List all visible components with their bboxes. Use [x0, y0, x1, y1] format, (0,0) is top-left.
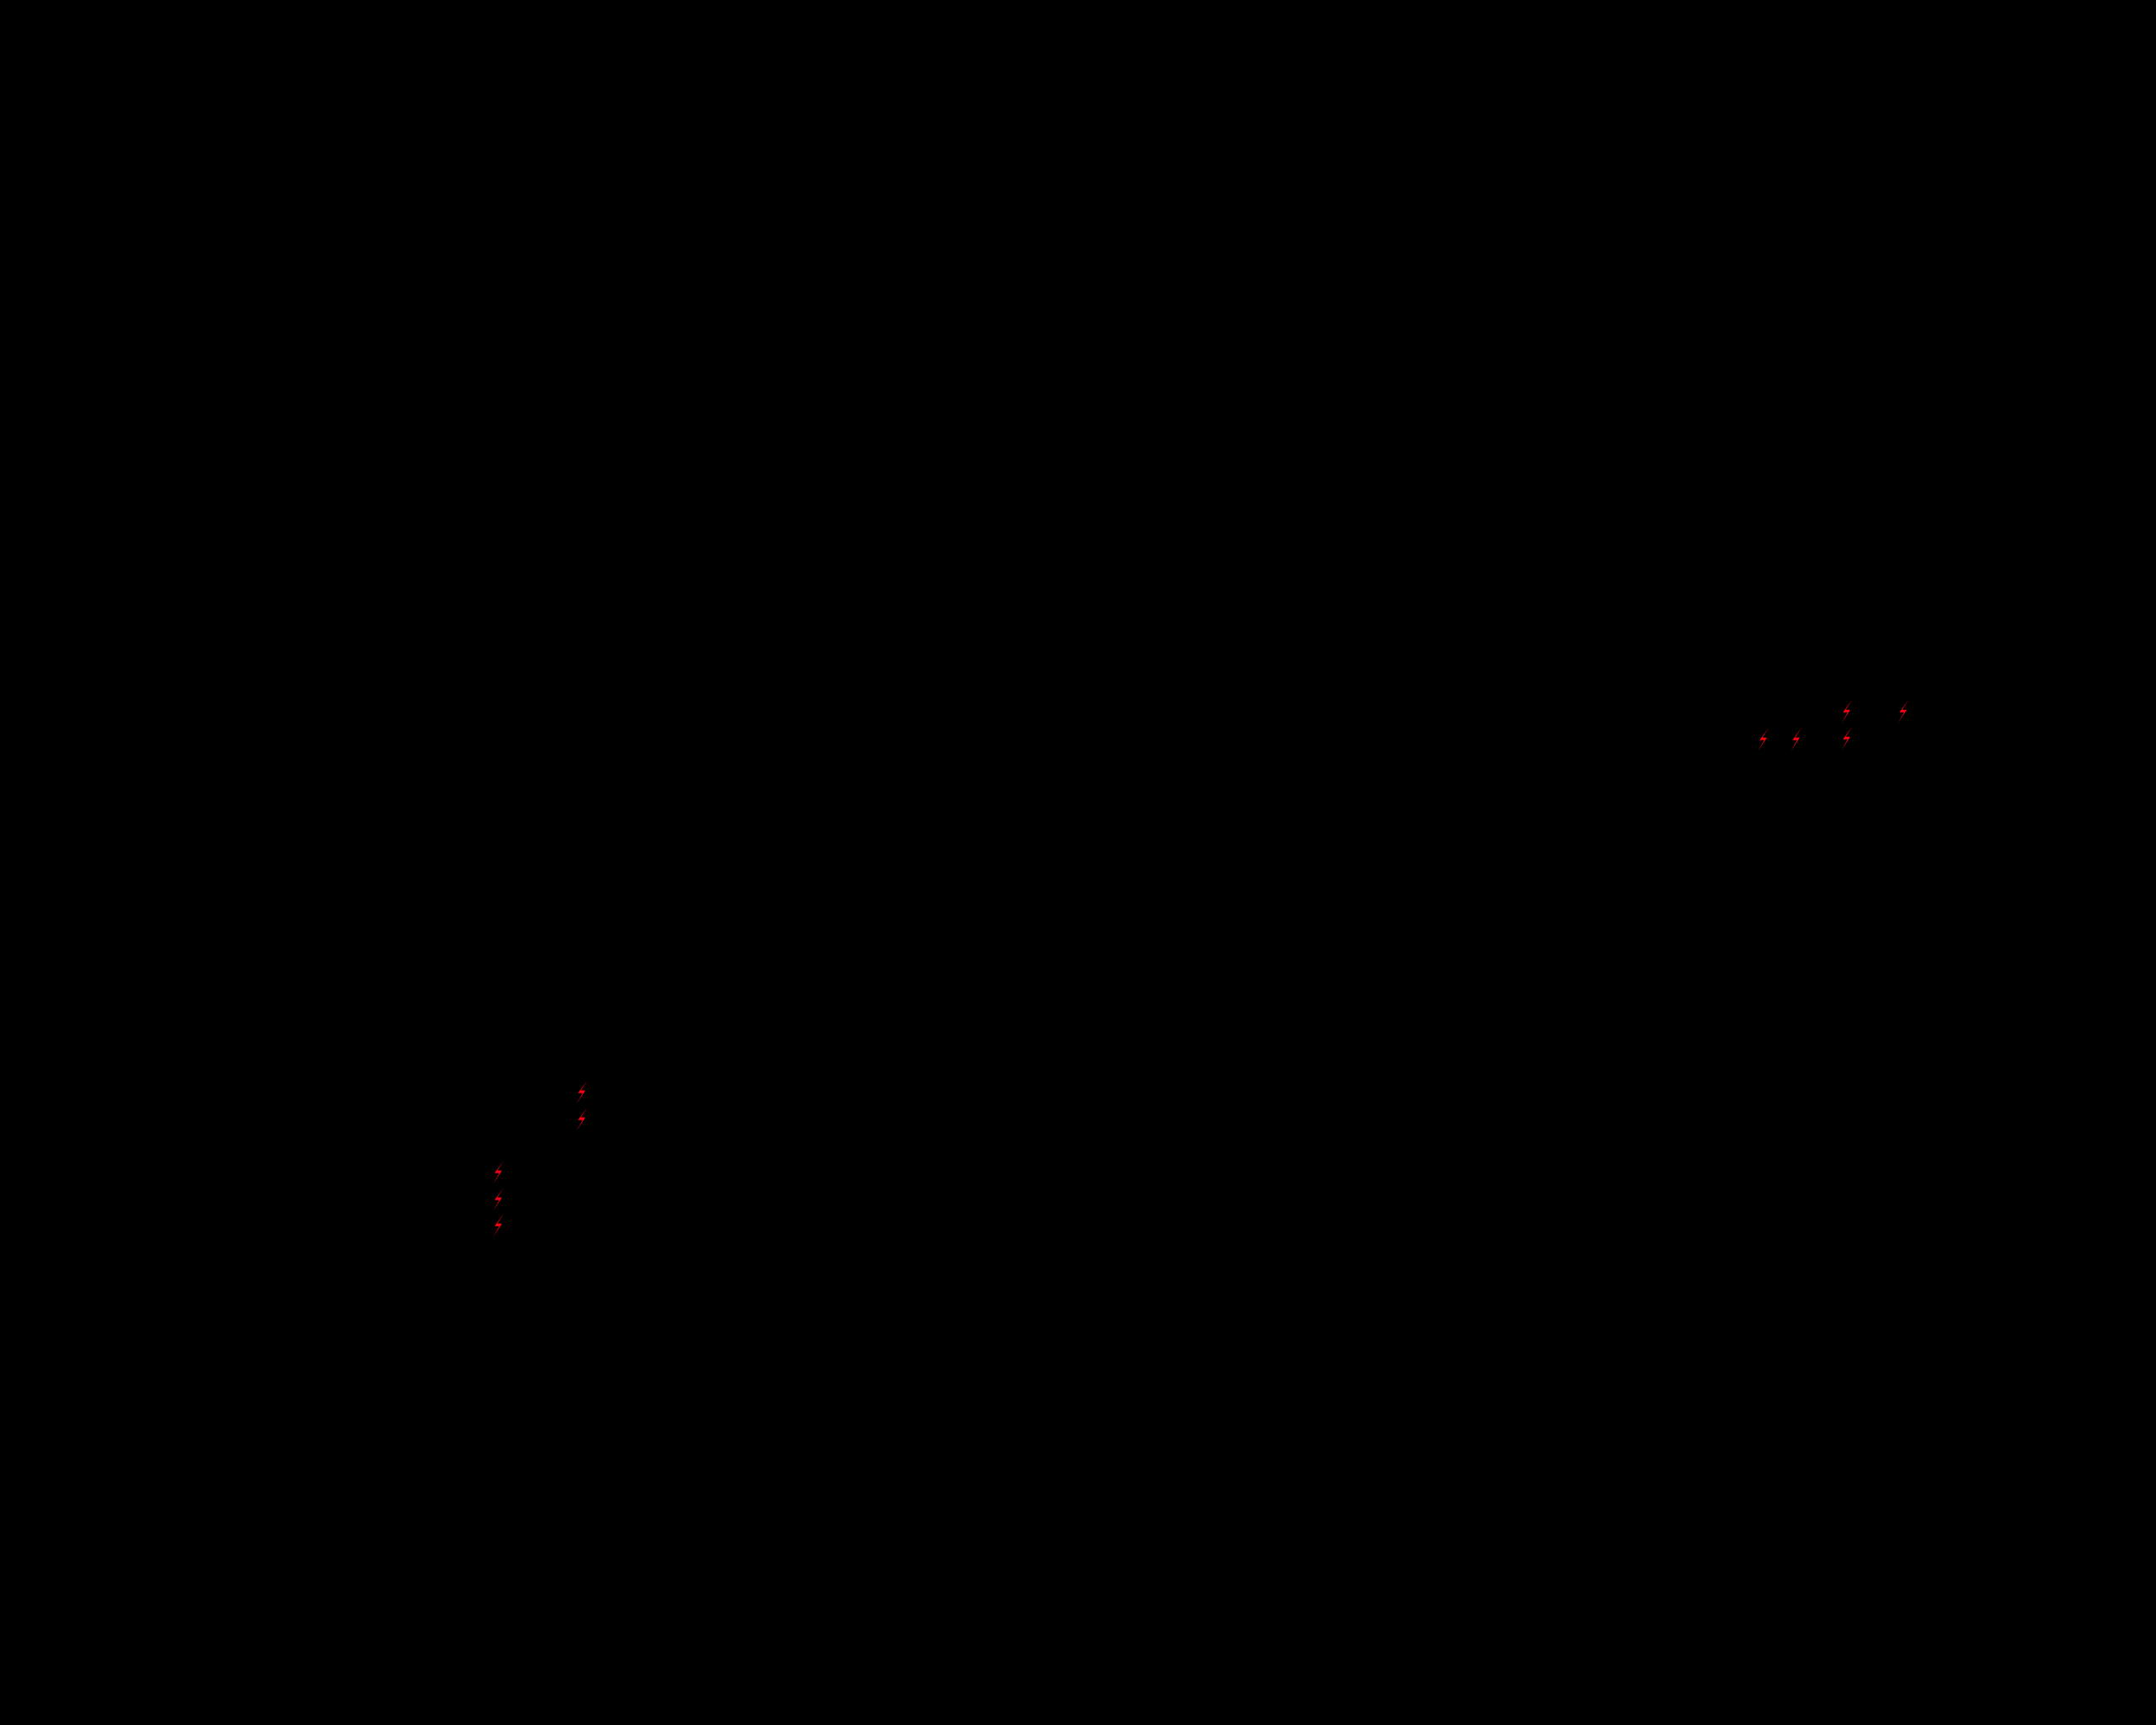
lightning-bolt-icon[interactable]: [491, 1160, 507, 1184]
lightning-bolt-icon[interactable]: [574, 1080, 590, 1104]
lightning-bolt-icon[interactable]: [1839, 699, 1855, 724]
lightning-bolt-icon[interactable]: [1756, 727, 1772, 751]
lightning-bolt-icon[interactable]: [491, 1213, 507, 1237]
lightning-bolt-icon[interactable]: [491, 1187, 507, 1211]
lightning-bolt-icon[interactable]: [1789, 727, 1805, 751]
lightning-bolt-icon[interactable]: [1839, 726, 1855, 750]
lightning-bolt-icon[interactable]: [1896, 699, 1912, 724]
lightning-bolt-icon[interactable]: [574, 1107, 590, 1131]
